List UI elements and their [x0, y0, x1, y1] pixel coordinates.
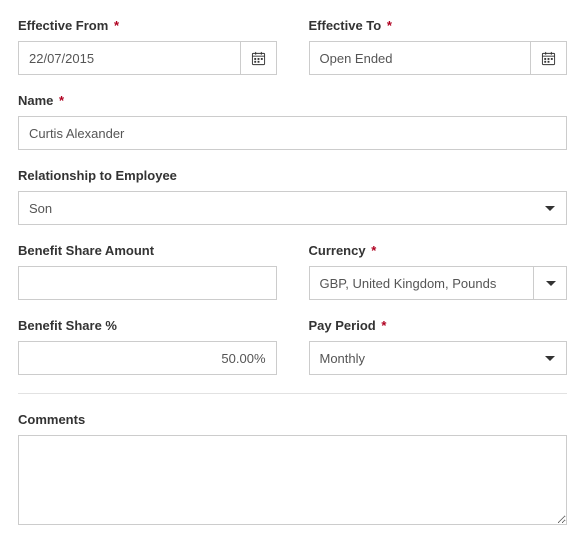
name-field: Name * — [18, 93, 567, 150]
effective-to-field: Effective To * — [309, 18, 568, 75]
currency-label: Currency * — [309, 243, 568, 258]
required-star: * — [114, 18, 119, 33]
label-text: Effective From — [18, 18, 108, 33]
select-value: Son — [29, 201, 52, 216]
select-value: Monthly — [320, 351, 366, 366]
benefit-pct-input[interactable] — [18, 341, 277, 375]
currency-field: Currency * GBP, United Kingdom, Pounds — [309, 243, 568, 300]
required-star: * — [371, 243, 376, 258]
benefit-pct-label: Benefit Share % — [18, 318, 277, 333]
comments-field: Comments — [18, 412, 567, 528]
benefit-amount-input[interactable] — [18, 266, 277, 300]
currency-select[interactable]: GBP, United Kingdom, Pounds — [309, 266, 568, 300]
comments-textarea[interactable] — [18, 435, 567, 525]
label-text: Currency — [309, 243, 366, 258]
name-label: Name * — [18, 93, 567, 108]
pay-period-select[interactable]: Monthly — [309, 341, 568, 375]
label-text: Name — [18, 93, 53, 108]
required-star: * — [387, 18, 392, 33]
label-text: Benefit Share % — [18, 318, 117, 333]
select-value: GBP, United Kingdom, Pounds — [320, 276, 497, 291]
effective-from-input[interactable] — [18, 41, 241, 75]
pay-period-label: Pay Period * — [309, 318, 568, 333]
section-divider — [18, 393, 567, 394]
label-text: Pay Period — [309, 318, 376, 333]
effective-from-field: Effective From * — [18, 18, 277, 75]
label-text: Benefit Share Amount — [18, 243, 154, 258]
required-star: * — [381, 318, 386, 333]
pay-period-field: Pay Period * Monthly — [309, 318, 568, 375]
required-star: * — [59, 93, 64, 108]
benefit-pct-field: Benefit Share % — [18, 318, 277, 375]
calendar-icon — [541, 51, 556, 66]
effective-from-label: Effective From * — [18, 18, 277, 33]
benefit-amount-field: Benefit Share Amount — [18, 243, 277, 300]
effective-from-datepicker-button[interactable] — [241, 41, 277, 75]
benefit-amount-label: Benefit Share Amount — [18, 243, 277, 258]
relationship-field: Relationship to Employee Son — [18, 168, 567, 225]
effective-to-input[interactable] — [309, 41, 532, 75]
relationship-label: Relationship to Employee — [18, 168, 567, 183]
label-text: Effective To — [309, 18, 382, 33]
calendar-icon — [251, 51, 266, 66]
label-text: Comments — [18, 412, 85, 427]
effective-to-label: Effective To * — [309, 18, 568, 33]
effective-to-datepicker-button[interactable] — [531, 41, 567, 75]
comments-label: Comments — [18, 412, 567, 427]
name-input[interactable] — [18, 116, 567, 150]
relationship-select[interactable]: Son — [18, 191, 567, 225]
label-text: Relationship to Employee — [18, 168, 177, 183]
